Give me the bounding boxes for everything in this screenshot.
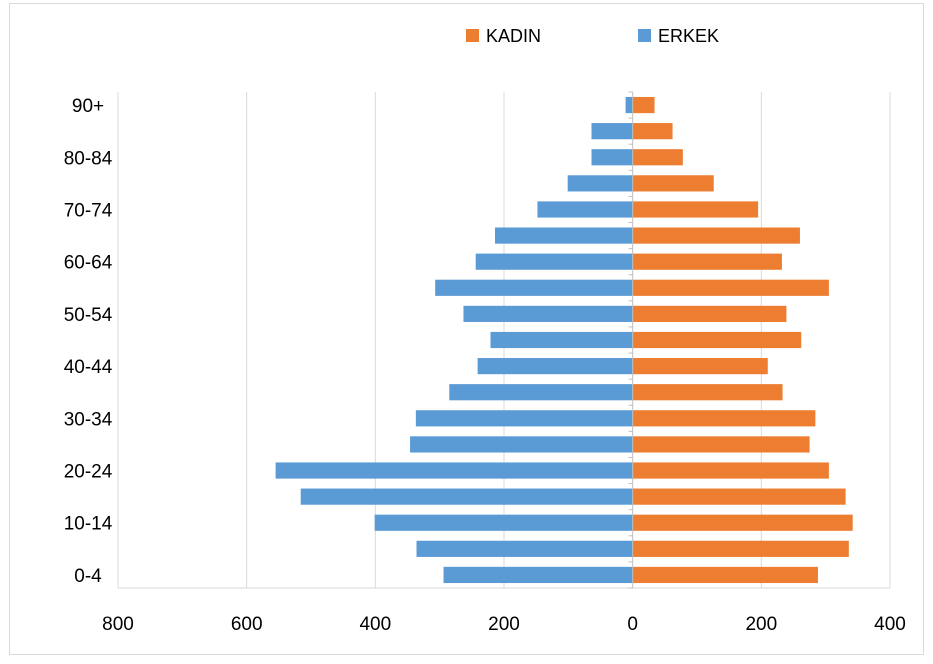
bar-erkek-65-69 (494, 227, 633, 244)
bar-kadin-5-9 (632, 540, 849, 557)
bar-erkek-80-84 (591, 149, 633, 166)
bar-erkek-40-44 (477, 358, 633, 375)
legend-label: ERKEK (658, 26, 719, 46)
bar-kadin-55-59 (632, 279, 829, 296)
bar-kadin-75-79 (632, 175, 714, 192)
bar-kadin-40-44 (632, 358, 768, 375)
bar-kadin-35-39 (632, 384, 783, 401)
bars (275, 96, 853, 584)
bar-kadin-15-19 (632, 488, 846, 505)
x-tick-label: 400 (359, 614, 391, 635)
bar-kadin-85-89 (632, 123, 673, 140)
bar-kadin-65-69 (632, 227, 800, 244)
y-tick-label: 30-34 (64, 409, 113, 430)
bar-erkek-55-59 (435, 279, 633, 296)
y-tick-label: 10-14 (64, 514, 113, 535)
x-tick-label: 200 (488, 614, 520, 635)
bar-erkek-85-89 (591, 123, 633, 140)
y-tick-label: 60-64 (64, 253, 113, 274)
x-tick-label: 600 (231, 614, 263, 635)
legend-label: KADIN (486, 26, 541, 46)
bar-erkek-60-64 (475, 253, 633, 270)
bar-erkek-30-34 (415, 410, 633, 427)
bar-kadin-45-49 (632, 331, 802, 349)
bar-erkek-15-19 (300, 488, 633, 505)
legend-swatch (466, 29, 479, 42)
x-tick-label: 800 (102, 614, 134, 635)
bar-erkek-25-29 (410, 436, 633, 453)
y-tick-label: 50-54 (64, 305, 113, 326)
bar-erkek-35-39 (449, 384, 633, 401)
bar-erkek-20-24 (275, 462, 633, 479)
bar-kadin-50-54 (632, 305, 787, 322)
bar-kadin-90+ (632, 96, 655, 114)
y-tick-label: 40-44 (64, 357, 113, 378)
bar-erkek-70-74 (537, 201, 633, 218)
y-tick-label: 70-74 (64, 200, 113, 221)
bar-erkek-10-14 (374, 514, 633, 531)
bar-erkek-5-9 (416, 540, 633, 557)
y-tick-label: 0-4 (74, 566, 102, 587)
legend-swatch (638, 29, 651, 42)
bar-kadin-25-29 (632, 436, 810, 453)
bar-kadin-20-24 (632, 462, 829, 479)
y-tick-label: 80-84 (64, 148, 113, 169)
legend-item-erkek: ERKEK (638, 26, 719, 46)
bar-kadin-0-4 (632, 566, 818, 584)
bar-erkek-50-54 (463, 305, 633, 322)
legend-item-kadin: KADIN (466, 26, 541, 46)
y-tick-label: 90+ (72, 96, 104, 117)
bar-kadin-80-84 (632, 149, 683, 166)
x-tick-label: 400 (874, 614, 906, 635)
bar-kadin-10-14 (632, 514, 853, 531)
x-tick-label: 0 (627, 614, 638, 635)
axes: 800 600 400 200 0 200 400 0-4 10-14 20-24 30-34 40-… (64, 91, 906, 635)
bar-erkek-75-79 (567, 175, 633, 192)
bar-erkek-0-4 (443, 566, 633, 584)
legend: KADIN ERKEK (466, 26, 719, 46)
y-tick-label: 20-24 (64, 462, 113, 483)
bar-kadin-30-34 (632, 410, 816, 427)
bar-erkek-45-49 (490, 331, 633, 349)
bar-kadin-70-74 (632, 201, 759, 218)
bar-erkek-90+ (625, 96, 633, 114)
bar-kadin-60-64 (632, 253, 782, 270)
x-tick-label: 200 (745, 614, 777, 635)
